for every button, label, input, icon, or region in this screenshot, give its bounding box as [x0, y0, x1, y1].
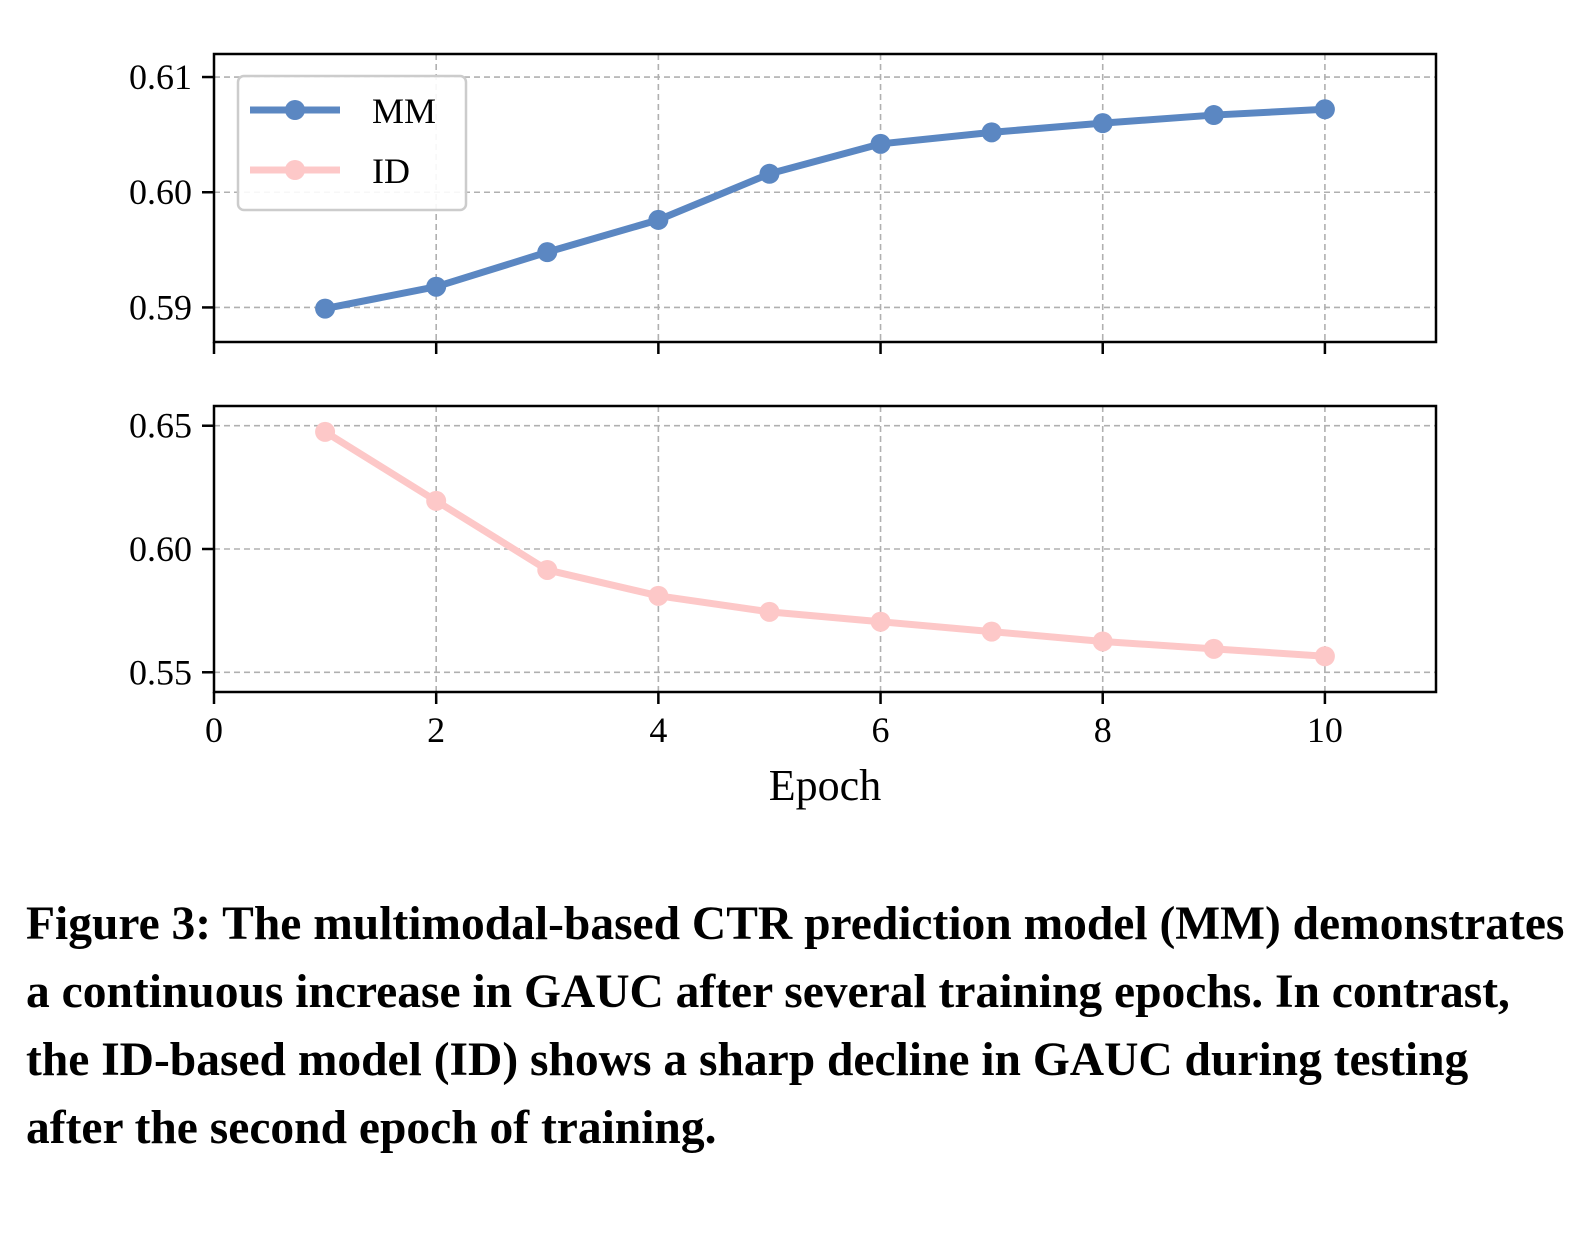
- data-point-mm: [426, 276, 447, 297]
- data-point-mm: [1092, 113, 1113, 134]
- data-point-mm: [870, 133, 891, 154]
- data-point-id: [426, 490, 447, 511]
- series-line-mm: [324, 105, 1326, 313]
- plot-frame: [212, 52, 1438, 344]
- panel-bottom: [202, 404, 1438, 704]
- data-point-id: [1203, 638, 1224, 659]
- data-point-mm: [315, 298, 336, 319]
- data-point-id: [981, 621, 1002, 642]
- x-tick-label: 6: [872, 710, 890, 750]
- y-tick-label: 0.65: [129, 406, 192, 446]
- data-point-mm: [537, 242, 558, 263]
- data-point-id: [537, 559, 558, 580]
- data-point-id: [315, 421, 336, 442]
- x-tick-label: 4: [649, 710, 667, 750]
- figure-caption: Figure 3: The multimodal-based CTR predi…: [26, 898, 1565, 1154]
- y-tick-label: 0.60: [129, 529, 192, 569]
- legend-label-id: ID: [372, 151, 410, 191]
- y-tick-label: 0.60: [129, 172, 192, 212]
- legend-swatch-marker-id: [285, 160, 305, 180]
- plot-frame: [212, 404, 1438, 694]
- series-line-id: [323, 428, 1326, 660]
- x-axis-title: Epoch: [769, 761, 881, 810]
- legend: [236, 74, 468, 212]
- x-tick-label: 2: [427, 710, 445, 750]
- data-point-mm: [759, 163, 780, 184]
- data-point-mm: [1314, 99, 1335, 120]
- y-tick-label: 0.59: [129, 287, 192, 327]
- legend-label-mm: MM: [372, 91, 436, 131]
- data-point-mm: [981, 122, 1002, 143]
- data-point-mm: [648, 209, 669, 230]
- data-point-id: [870, 611, 891, 632]
- data-point-id: [648, 585, 669, 606]
- data-point-id: [1092, 631, 1113, 652]
- y-tick-label: 0.55: [129, 652, 192, 692]
- x-tick-label: 8: [1094, 710, 1112, 750]
- data-point-id: [759, 601, 780, 622]
- legend-swatch-marker-mm: [285, 100, 305, 120]
- gauc-figure: 0.59 0.60 0.61 MM ID 0.55 0.60 0.65 0 2 4 6 8 10 Epoch: [129, 52, 1438, 810]
- x-tick-label: 10: [1307, 710, 1343, 750]
- x-tick-label: 0: [205, 710, 223, 750]
- data-point-mm: [1203, 105, 1224, 126]
- data-point-id: [1314, 646, 1335, 667]
- y-tick-label: 0.61: [129, 57, 192, 97]
- panel-top: [202, 52, 1438, 354]
